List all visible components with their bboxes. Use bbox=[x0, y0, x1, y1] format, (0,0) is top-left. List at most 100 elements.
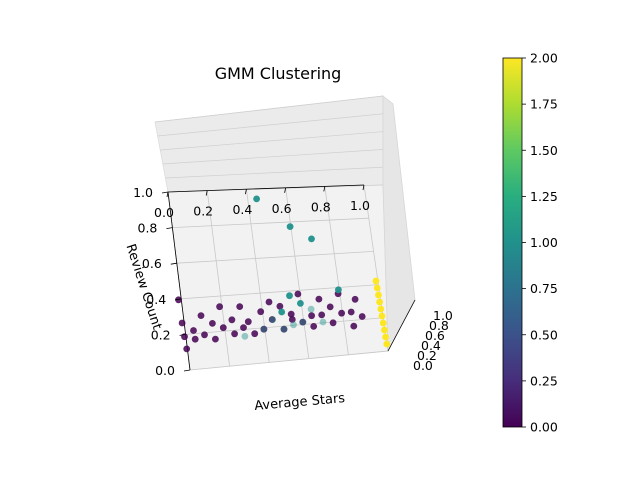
y-tick-label: 0.2 bbox=[151, 327, 171, 342]
scatter-point-cluster-0 bbox=[276, 302, 284, 310]
y-axis-line bbox=[167, 191, 191, 371]
scatter-point-cluster-0 bbox=[236, 303, 244, 310]
grid-line-z bbox=[154, 95, 384, 123]
colorbar-tick-label: 1.25 bbox=[530, 189, 558, 204]
y-tick-mark bbox=[175, 298, 182, 301]
scatter-point-cluster-2 bbox=[379, 319, 387, 327]
x-axis-line bbox=[167, 184, 365, 193]
colorbar-tick-label: 0.75 bbox=[530, 281, 558, 296]
scatter-point-cluster-0 bbox=[212, 335, 219, 343]
x-tick-label: 0.8 bbox=[311, 199, 331, 214]
scatter-point-cluster-0 bbox=[347, 308, 355, 316]
scatter-point-cluster-1 bbox=[280, 325, 288, 333]
scatter-point-cluster-1 bbox=[297, 300, 304, 307]
grid-line-z bbox=[157, 113, 384, 137]
x-tick-label: 0.0 bbox=[154, 205, 174, 220]
scatter-point-cluster-0 bbox=[315, 295, 323, 303]
colorbar-tick-label: 2.00 bbox=[530, 51, 558, 66]
back-pane bbox=[154, 95, 384, 193]
grid-line-z bbox=[165, 166, 384, 179]
scatter-point-cluster-1 bbox=[286, 223, 294, 231]
axis-lines bbox=[167, 184, 416, 371]
colorbar-tick-label: 1.50 bbox=[530, 143, 558, 158]
scatter-point-cluster-0 bbox=[251, 330, 259, 338]
scatter-point-cluster-0 bbox=[257, 308, 265, 316]
y-tick-label: 0.6 bbox=[142, 256, 162, 271]
grid-line-x bbox=[246, 189, 270, 363]
z-tick-label: 0.4 bbox=[421, 338, 441, 353]
scatter-point-cluster-0 bbox=[231, 330, 239, 338]
scatter-point-cluster-0 bbox=[351, 295, 359, 303]
y-tick-labels: 0.0 0.2 0.4 0.6 0.8 1.0 bbox=[133, 185, 191, 378]
x-tick-mark bbox=[362, 184, 365, 191]
scatter-point-cluster-0 bbox=[190, 327, 197, 334]
colorbar-tick-label: 0.25 bbox=[530, 373, 558, 388]
scatter-point-cluster-0 bbox=[265, 298, 273, 306]
scatter-point-cluster-1 bbox=[308, 235, 315, 243]
z-tick-label: 0.0 bbox=[413, 358, 433, 373]
colorbar-gradient bbox=[502, 57, 523, 428]
scatter-point-cluster-1 bbox=[278, 308, 286, 316]
colorbar: 0.00 0.25 0.50 0.75 1.00 1.25 1.50 1.75 2.00 bbox=[502, 51, 558, 435]
y-tick-label: 1.0 bbox=[133, 185, 153, 200]
scatter-point-cluster-2 bbox=[378, 312, 386, 320]
scatter-point-cluster-0 bbox=[178, 319, 186, 327]
grid-line-y bbox=[181, 284, 379, 300]
scatter-point-cluster-0 bbox=[268, 316, 276, 323]
scatter-point-cluster-2 bbox=[382, 333, 389, 341]
scatter-point-cluster-0 bbox=[209, 320, 216, 327]
scatter-point-cluster-2 bbox=[381, 326, 388, 334]
scatter-point-cluster-1 bbox=[290, 321, 297, 329]
scatter-point-cluster-1 bbox=[319, 318, 327, 326]
colorbar-tick-label: 1.00 bbox=[530, 235, 558, 250]
scatter-point-cluster-0 bbox=[338, 309, 345, 317]
scatter-point-cluster-0 bbox=[244, 318, 252, 326]
scatter-point-cluster-0 bbox=[197, 312, 205, 319]
scatter-point-cluster-0 bbox=[329, 319, 337, 327]
grid-line-x bbox=[206, 190, 230, 367]
scatter-point-cluster-0 bbox=[216, 303, 224, 311]
scatter-point-cluster-2 bbox=[375, 291, 382, 299]
z-axis-line bbox=[387, 299, 416, 352]
scatter-point-cluster-0 bbox=[219, 324, 227, 332]
y-tick-label: 0.4 bbox=[146, 292, 166, 307]
z-tick-label: 0.2 bbox=[417, 348, 437, 363]
x-tick-mark bbox=[205, 190, 208, 196]
y-tick-label: 0.8 bbox=[138, 221, 158, 236]
colorbar-ticks: 0.00 0.25 0.50 0.75 1.00 1.25 1.50 1.75 2.00 bbox=[522, 51, 558, 435]
scatter-point-cluster-0 bbox=[350, 322, 358, 330]
scatter-point-cluster-0 bbox=[299, 318, 307, 326]
z-tick-label: 0.8 bbox=[429, 318, 449, 333]
scatter-point-cluster-0 bbox=[191, 335, 199, 343]
scatter-point-cluster-2 bbox=[372, 277, 380, 285]
grid-line-y bbox=[172, 217, 369, 228]
z-tick-labels: 0.00.20.40.60.81.0 bbox=[413, 308, 453, 373]
grid-line-x bbox=[324, 186, 349, 355]
x-tick-label: 1.0 bbox=[350, 198, 370, 213]
x-tick-mark bbox=[284, 187, 286, 193]
scatter-point-cluster-0 bbox=[228, 316, 236, 324]
scatter-point-cluster-0 bbox=[310, 323, 318, 330]
x-tick-label: 0.6 bbox=[272, 201, 292, 216]
scatter-point-cluster-0 bbox=[287, 310, 295, 318]
scatter-point-cluster-0 bbox=[326, 303, 334, 311]
colorbar-tick-label: 0.50 bbox=[530, 327, 558, 342]
scatter-point-cluster-0 bbox=[294, 290, 302, 298]
scatter-point-cluster-0 bbox=[318, 311, 326, 319]
scatter-point-cluster-0 bbox=[260, 325, 268, 333]
scatter-point-cluster-0 bbox=[175, 296, 182, 304]
scatter-point-cluster-0 bbox=[280, 325, 288, 333]
scatter-point-cluster-1 bbox=[269, 316, 276, 324]
scatter-point-cluster-2 bbox=[373, 284, 381, 292]
grid-line-x bbox=[285, 187, 310, 359]
grid-line-y bbox=[176, 251, 374, 264]
scatter-point-cluster-2 bbox=[383, 340, 391, 348]
grid-line-y bbox=[189, 350, 389, 371]
x-axis-label: Average Stars bbox=[254, 391, 346, 414]
y-tick-mark bbox=[166, 227, 173, 229]
x-tick-mark bbox=[245, 189, 247, 195]
scatter-point-cluster-0 bbox=[358, 313, 366, 320]
grid-line-z bbox=[162, 149, 384, 165]
scatter-point-cluster-2 bbox=[377, 305, 385, 313]
scatter-point-cluster-0 bbox=[201, 331, 208, 339]
